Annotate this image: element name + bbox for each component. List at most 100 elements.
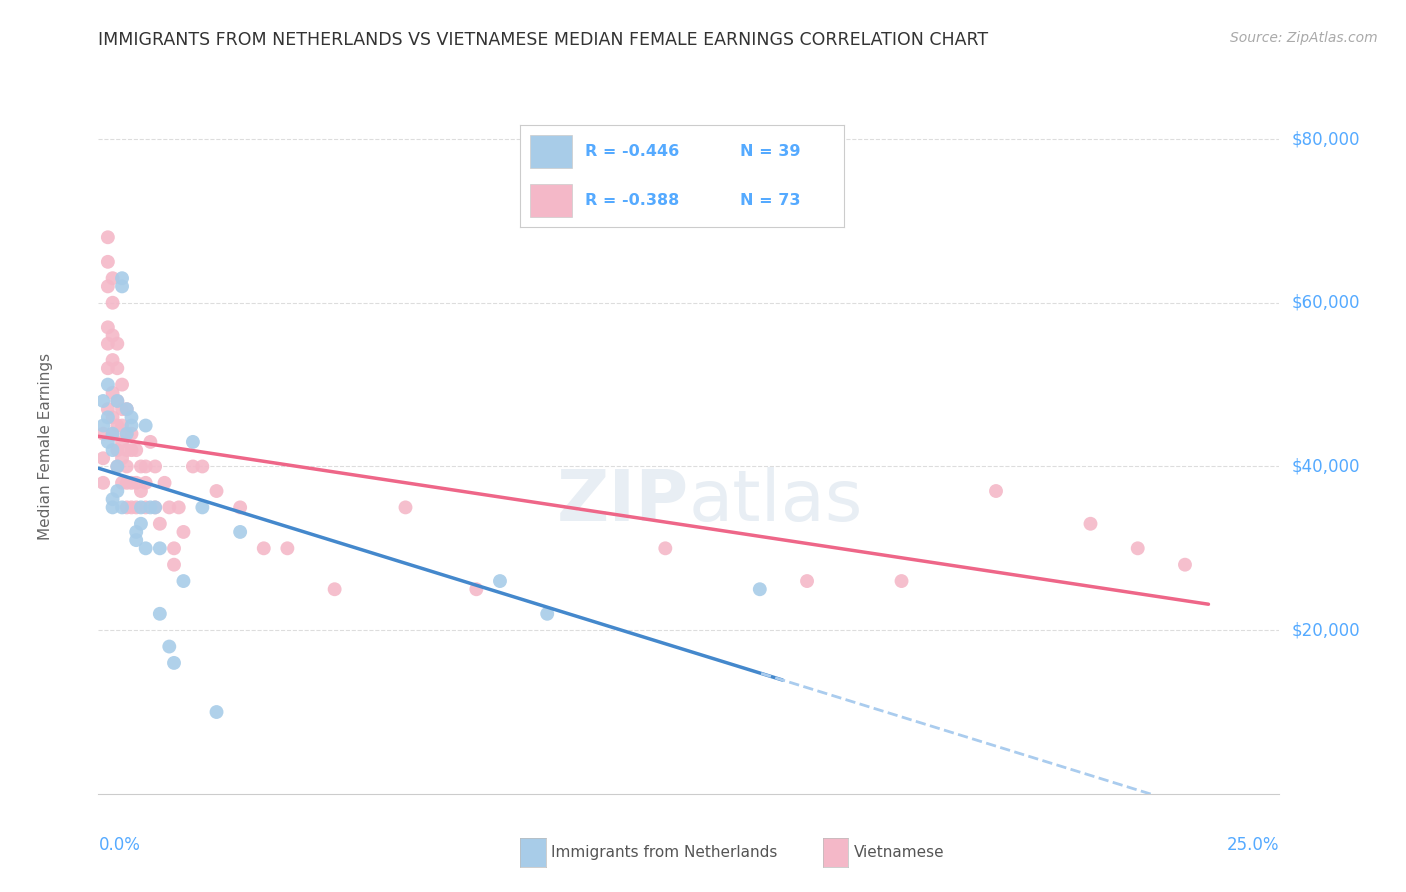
Text: N = 39: N = 39 — [740, 144, 800, 159]
Point — [489, 574, 512, 588]
Point — [101, 426, 124, 441]
Point — [121, 418, 143, 433]
Point — [890, 574, 912, 588]
Point — [125, 443, 148, 458]
Point — [135, 459, 157, 474]
Point — [139, 434, 162, 449]
Text: $80,000: $80,000 — [1291, 130, 1360, 148]
Point — [796, 574, 818, 588]
Point — [115, 402, 138, 417]
Point — [97, 336, 120, 351]
Text: 25.0%: 25.0% — [1227, 836, 1279, 854]
Text: atlas: atlas — [689, 467, 863, 536]
Point — [129, 483, 152, 498]
Point — [323, 582, 346, 597]
Point — [181, 434, 204, 449]
Point — [115, 443, 138, 458]
Text: 0.0%: 0.0% — [98, 836, 141, 854]
Point — [1080, 516, 1102, 531]
Point — [101, 353, 124, 368]
Point — [111, 402, 134, 417]
Point — [135, 541, 157, 556]
Point — [97, 434, 120, 449]
Point — [253, 541, 276, 556]
Point — [111, 279, 134, 293]
Point — [167, 500, 190, 515]
Text: $20,000: $20,000 — [1291, 621, 1360, 640]
Point — [276, 541, 298, 556]
Text: Median Female Earnings: Median Female Earnings — [38, 352, 53, 540]
Point — [143, 459, 166, 474]
Point — [101, 500, 124, 515]
Point — [163, 656, 186, 670]
Point — [121, 426, 143, 441]
Point — [149, 541, 172, 556]
Text: $60,000: $60,000 — [1291, 293, 1360, 312]
Point — [143, 500, 166, 515]
Point — [536, 607, 558, 621]
Point — [121, 443, 143, 458]
Point — [101, 443, 124, 458]
Point — [105, 336, 128, 351]
Point — [139, 500, 162, 515]
Point — [157, 500, 180, 515]
Point — [105, 418, 128, 433]
Point — [111, 500, 134, 515]
Text: N = 73: N = 73 — [740, 194, 800, 209]
Point — [111, 377, 134, 392]
Point — [191, 500, 214, 515]
Point — [97, 230, 120, 244]
Point — [105, 459, 128, 474]
Text: IMMIGRANTS FROM NETHERLANDS VS VIETNAMESE MEDIAN FEMALE EARNINGS CORRELATION CHA: IMMIGRANTS FROM NETHERLANDS VS VIETNAMES… — [98, 31, 988, 49]
Point — [115, 459, 138, 474]
Text: Immigrants from Netherlands: Immigrants from Netherlands — [551, 846, 778, 860]
Point — [1174, 558, 1197, 572]
Point — [129, 516, 152, 531]
Point — [172, 574, 194, 588]
Point — [125, 475, 148, 490]
Point — [748, 582, 770, 597]
Text: R = -0.388: R = -0.388 — [585, 194, 679, 209]
Point — [115, 500, 138, 515]
Bar — [530, 185, 572, 218]
Point — [105, 361, 128, 376]
Point — [101, 410, 124, 425]
Point — [91, 394, 114, 409]
Point — [97, 255, 120, 269]
Point — [153, 475, 176, 490]
Point — [135, 418, 157, 433]
Point — [163, 541, 186, 556]
Point — [135, 475, 157, 490]
Point — [91, 418, 114, 433]
Point — [111, 451, 134, 466]
Point — [105, 459, 128, 474]
Point — [135, 500, 157, 515]
Point — [984, 483, 1007, 498]
Point — [181, 459, 204, 474]
Point — [129, 459, 152, 474]
Bar — [530, 136, 572, 168]
Point — [121, 475, 143, 490]
Point — [191, 459, 214, 474]
Point — [125, 533, 148, 548]
Point — [111, 475, 134, 490]
Point — [97, 377, 120, 392]
Point — [101, 271, 124, 285]
Point — [115, 402, 138, 417]
Point — [115, 426, 138, 441]
Point — [97, 410, 120, 425]
Point — [91, 475, 114, 490]
Point — [125, 524, 148, 539]
Point — [1126, 541, 1149, 556]
Text: Vietnamese: Vietnamese — [853, 846, 943, 860]
Point — [121, 410, 143, 425]
Point — [111, 271, 134, 285]
Text: ZIP: ZIP — [557, 467, 689, 536]
Point — [149, 516, 172, 531]
Point — [125, 500, 148, 515]
Point — [205, 705, 228, 719]
Point — [91, 426, 114, 441]
Point — [111, 418, 134, 433]
Point — [101, 426, 124, 441]
Point — [105, 483, 128, 498]
